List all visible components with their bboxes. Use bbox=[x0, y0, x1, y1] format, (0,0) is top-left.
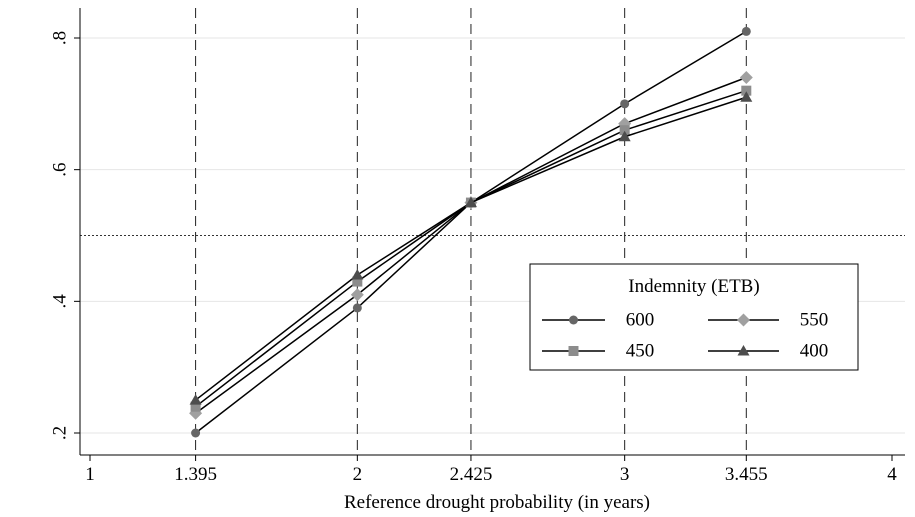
x-tick-label: 1.395 bbox=[174, 464, 217, 485]
data-point-450 bbox=[619, 125, 630, 136]
data-point-550 bbox=[739, 71, 753, 84]
data-point-550 bbox=[350, 288, 364, 302]
data-point-400 bbox=[464, 196, 477, 208]
data-point-600 bbox=[191, 428, 201, 438]
series-400 bbox=[189, 91, 753, 405]
series-group bbox=[189, 26, 753, 438]
x-tick-label: 3.455 bbox=[725, 464, 768, 485]
legend-entry-400: 400 bbox=[708, 341, 828, 362]
y-tick-label: .6 bbox=[50, 163, 71, 177]
legend-label: 450 bbox=[626, 341, 655, 362]
axes: .2 .4 .6 .8 1 1.395 2 2.425 3 3.455 4 bbox=[50, 8, 905, 485]
reference-lines bbox=[80, 8, 905, 455]
data-point-400 bbox=[189, 394, 202, 405]
x-tick-label: 2 bbox=[353, 464, 363, 485]
legend-marker-square bbox=[568, 346, 579, 356]
data-point-600 bbox=[352, 303, 362, 313]
legend-entry-550: 550 bbox=[708, 310, 828, 331]
x-tick-label: 2.425 bbox=[450, 464, 493, 485]
legend-marker-diamond bbox=[737, 313, 750, 327]
x-tick-label: 3 bbox=[620, 464, 630, 485]
legend-marker-triangle bbox=[737, 345, 750, 356]
y-tick-label: .8 bbox=[50, 31, 71, 45]
legend-title: Indemnity (ETB) bbox=[628, 276, 759, 297]
legend-marker-circle bbox=[569, 315, 578, 325]
data-point-600 bbox=[620, 99, 630, 109]
legend-entry-600: 600 bbox=[542, 310, 654, 331]
y-tick-label: .2 bbox=[50, 426, 71, 440]
data-point-450 bbox=[352, 276, 363, 287]
data-point-600 bbox=[741, 26, 751, 36]
legend: Indemnity (ETB) 600 550 450 400 bbox=[529, 263, 859, 371]
data-point-400 bbox=[618, 130, 631, 142]
x-tick-label: 1 bbox=[85, 464, 95, 485]
x-tick-label: 4 bbox=[887, 464, 897, 485]
legend-label: 550 bbox=[800, 310, 829, 331]
x-axis-label: Reference drought probability (in years) bbox=[344, 492, 650, 513]
data-point-400 bbox=[351, 269, 364, 280]
y-tick-label: .4 bbox=[50, 294, 71, 309]
data-point-450 bbox=[190, 401, 201, 412]
legend-label: 400 bbox=[800, 341, 829, 362]
data-point-400 bbox=[740, 91, 753, 102]
data-point-450 bbox=[741, 85, 752, 96]
legend-box bbox=[529, 263, 859, 371]
legend-label: 600 bbox=[626, 310, 655, 331]
legend-entry-450: 450 bbox=[542, 341, 654, 362]
